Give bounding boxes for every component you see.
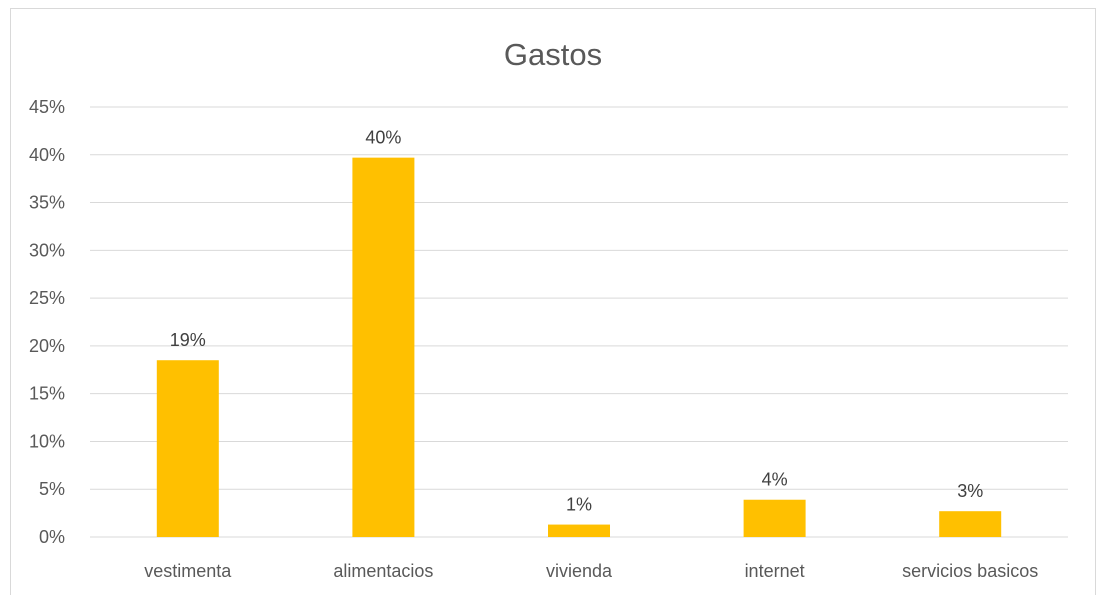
bar-alimentacios xyxy=(352,157,415,537)
y-tick-label: 40% xyxy=(29,145,65,165)
y-axis-tick-labels: 0% 5% 10% 15% 20% 25% 30% 35% 40% 45% xyxy=(29,97,65,547)
y-tick-label: 20% xyxy=(29,336,65,356)
x-tick-label: servicios basicos xyxy=(902,561,1038,581)
y-tick-label: 25% xyxy=(29,288,65,308)
x-tick-label: internet xyxy=(745,561,805,581)
y-tick-label: 45% xyxy=(29,97,65,117)
x-tick-label: vestimenta xyxy=(144,561,232,581)
data-label: 4% xyxy=(762,470,788,490)
y-tick-label: 15% xyxy=(29,384,65,404)
y-tick-label: 30% xyxy=(29,240,65,260)
data-label: 40% xyxy=(365,128,401,148)
y-tick-label: 0% xyxy=(39,527,65,547)
bar-vivienda xyxy=(548,524,610,537)
y-tick-label: 35% xyxy=(29,193,65,213)
bars xyxy=(156,157,1002,537)
y-tick-label: 5% xyxy=(39,479,65,499)
gridlines xyxy=(90,106,1068,538)
bar-internet xyxy=(743,499,806,537)
x-tick-label: vivienda xyxy=(546,561,613,581)
y-tick-label: 10% xyxy=(29,431,65,451)
data-labels: 19% 40% 1% 4% 3% xyxy=(170,128,983,515)
data-label: 1% xyxy=(566,495,592,515)
data-label: 19% xyxy=(170,330,206,350)
x-tick-label: alimentacios xyxy=(333,561,433,581)
bar-vestimenta xyxy=(156,360,219,537)
data-label: 3% xyxy=(957,481,983,501)
chart-title: Gastos xyxy=(504,37,602,72)
bar-servicios-basicos xyxy=(939,511,1002,537)
x-axis-tick-labels: vestimenta alimentacios vivienda internet se… xyxy=(144,561,1038,581)
